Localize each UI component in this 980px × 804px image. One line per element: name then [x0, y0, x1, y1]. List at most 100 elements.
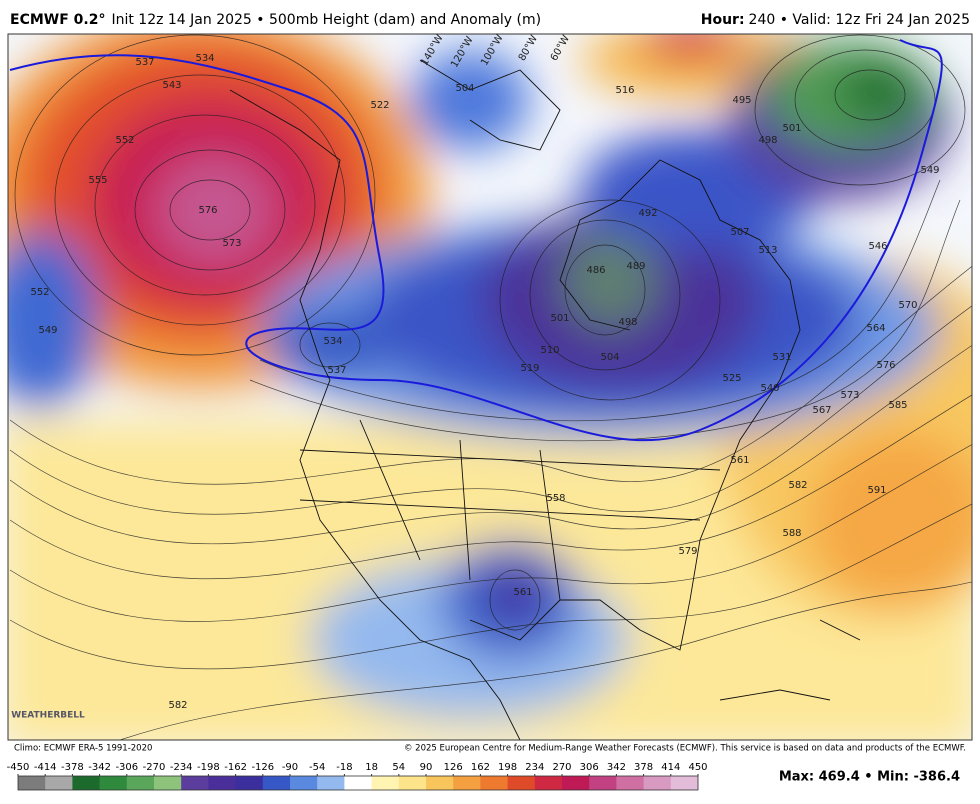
- colorbar-tick-label: 54: [392, 762, 405, 773]
- colorbar-segment: [72, 776, 101, 790]
- contour-label: 558: [546, 493, 565, 504]
- reference-contour: [9, 39, 943, 442]
- colorbar-tick-label: 414: [661, 762, 680, 773]
- contour-label: 516: [615, 85, 634, 96]
- init: Init 12z 14 Jan 2025 • 500mb Height (dam…: [111, 12, 541, 28]
- contour-label: 564: [866, 323, 885, 334]
- colorbar-tick-label: -378: [61, 762, 84, 773]
- anomaly-field: [8, 34, 972, 740]
- contour-label: 504: [455, 83, 474, 94]
- contour-label: 498: [758, 135, 777, 146]
- copyright: © 2025 European Centre for Medium-Range …: [404, 744, 966, 754]
- colorbar-segment: [453, 776, 481, 790]
- contour-label: 588: [782, 528, 801, 539]
- contour-label: 486: [586, 265, 605, 276]
- contour-label: 582: [788, 480, 807, 491]
- contour-label: 585: [888, 400, 907, 411]
- contour-label: 576: [876, 360, 895, 371]
- contour-label: 552: [115, 135, 134, 146]
- colorbar-segment: [426, 776, 454, 790]
- colorbar-tick-label: -270: [143, 762, 166, 773]
- contour-label: 510: [540, 345, 559, 356]
- contour-label: 501: [550, 313, 569, 324]
- colorbar-segment: [562, 776, 590, 790]
- contour-label: 555: [88, 175, 107, 186]
- colorbar-segment: [45, 776, 73, 790]
- colorbar-tick-label: -234: [170, 762, 193, 773]
- colorbar-segment: [99, 776, 128, 790]
- contour-label: 534: [323, 336, 342, 347]
- contour-label: 522: [370, 100, 389, 111]
- colorbar-segment: [534, 776, 563, 790]
- contour-label: 498: [618, 317, 637, 328]
- contour-label: 525: [722, 373, 741, 384]
- colorbar-segment: [262, 776, 291, 790]
- colorbar-segment: [181, 776, 209, 790]
- contour-label: 549: [38, 325, 57, 336]
- contours: [9, 34, 972, 740]
- contour-label: 561: [730, 455, 749, 466]
- colorbar-tick-label: 198: [498, 762, 517, 773]
- colorbar-tick-label: 90: [420, 762, 433, 773]
- contour-label: 576: [198, 205, 217, 216]
- logo: WEATHERBELL: [11, 711, 85, 721]
- model: ECMWF 0.2°: [10, 12, 105, 28]
- contour-label: 495: [732, 95, 751, 106]
- contour-label: 492: [638, 208, 657, 219]
- colorbar-tick-label: -342: [88, 762, 111, 773]
- colorbar-tick-label: -306: [115, 762, 138, 773]
- contour-label: 504: [600, 352, 619, 363]
- colorbar-segment: [18, 776, 46, 790]
- contour-label: 591: [867, 485, 886, 496]
- contour-label: 540: [760, 383, 779, 394]
- colorbar-tick-label: -18: [336, 762, 352, 773]
- colorbar-tick-label: -126: [251, 762, 274, 773]
- colorbar-tick-label: 162: [471, 762, 490, 773]
- colorbar-tick-label: -414: [34, 762, 57, 773]
- contour-label: 531: [772, 352, 791, 363]
- contour-label: 573: [222, 238, 241, 249]
- colorbar-segment: [398, 776, 427, 790]
- colorbar-tick-label: 126: [444, 762, 463, 773]
- hour-value: 240 • Valid: 12z Fri 24 Jan 2025: [749, 12, 970, 28]
- colorbar-segment: [235, 776, 264, 790]
- colorbar-tick-label: 234: [525, 762, 544, 773]
- colorbar-segment: [208, 776, 237, 790]
- contour-label: 573: [840, 390, 859, 401]
- colorbar-segment: [616, 776, 645, 790]
- colorbar: -450 -414 -378 -342 -306 -270 -234 -198 -162 -126…: [7, 762, 708, 790]
- colorbar-segment: [317, 776, 345, 790]
- colorbar-tick-label: 342: [607, 762, 626, 773]
- contour-label: 546: [868, 241, 887, 252]
- colorbar-tick-label: -198: [197, 762, 220, 773]
- header-right: Hour: 240 • Valid: 12z Fri 24 Jan 2025: [701, 12, 970, 28]
- colorbar-tick-label: -90: [282, 762, 298, 773]
- contour-label: 579: [678, 546, 697, 557]
- colorbar-tick-label: -162: [224, 762, 247, 773]
- contour-label: 582: [168, 700, 187, 711]
- colorbar-segment: [670, 776, 699, 790]
- colorbar-tick-label: 270: [552, 762, 571, 773]
- map: [8, 34, 972, 740]
- colorbar-segment: [643, 776, 672, 790]
- colorbar-tick-label: 18: [365, 762, 378, 773]
- coastlines: [229, 59, 861, 740]
- colorbar-segment: [589, 776, 617, 790]
- colorbar-segment: [126, 776, 155, 790]
- colorbar-tick-label: 306: [580, 762, 599, 773]
- contour-label: 561: [513, 587, 532, 598]
- contour-label: 507: [730, 227, 749, 238]
- contour-label: 549: [920, 165, 939, 176]
- contour-label: 537: [135, 57, 154, 68]
- colorbar-segment: [344, 776, 373, 790]
- contour-label: 519: [520, 363, 539, 374]
- colorbar-tick-label: 378: [634, 762, 653, 773]
- contour-label: 513: [758, 245, 777, 256]
- contour-label: 570: [898, 300, 917, 311]
- colorbar-segment: [290, 776, 318, 790]
- contour-label: 534: [195, 53, 214, 64]
- contour-label: 489: [626, 261, 645, 272]
- header-left: ECMWF 0.2° Init 12z 14 Jan 2025 • 500mb H…: [10, 12, 541, 28]
- colorbar-segment: [480, 776, 509, 790]
